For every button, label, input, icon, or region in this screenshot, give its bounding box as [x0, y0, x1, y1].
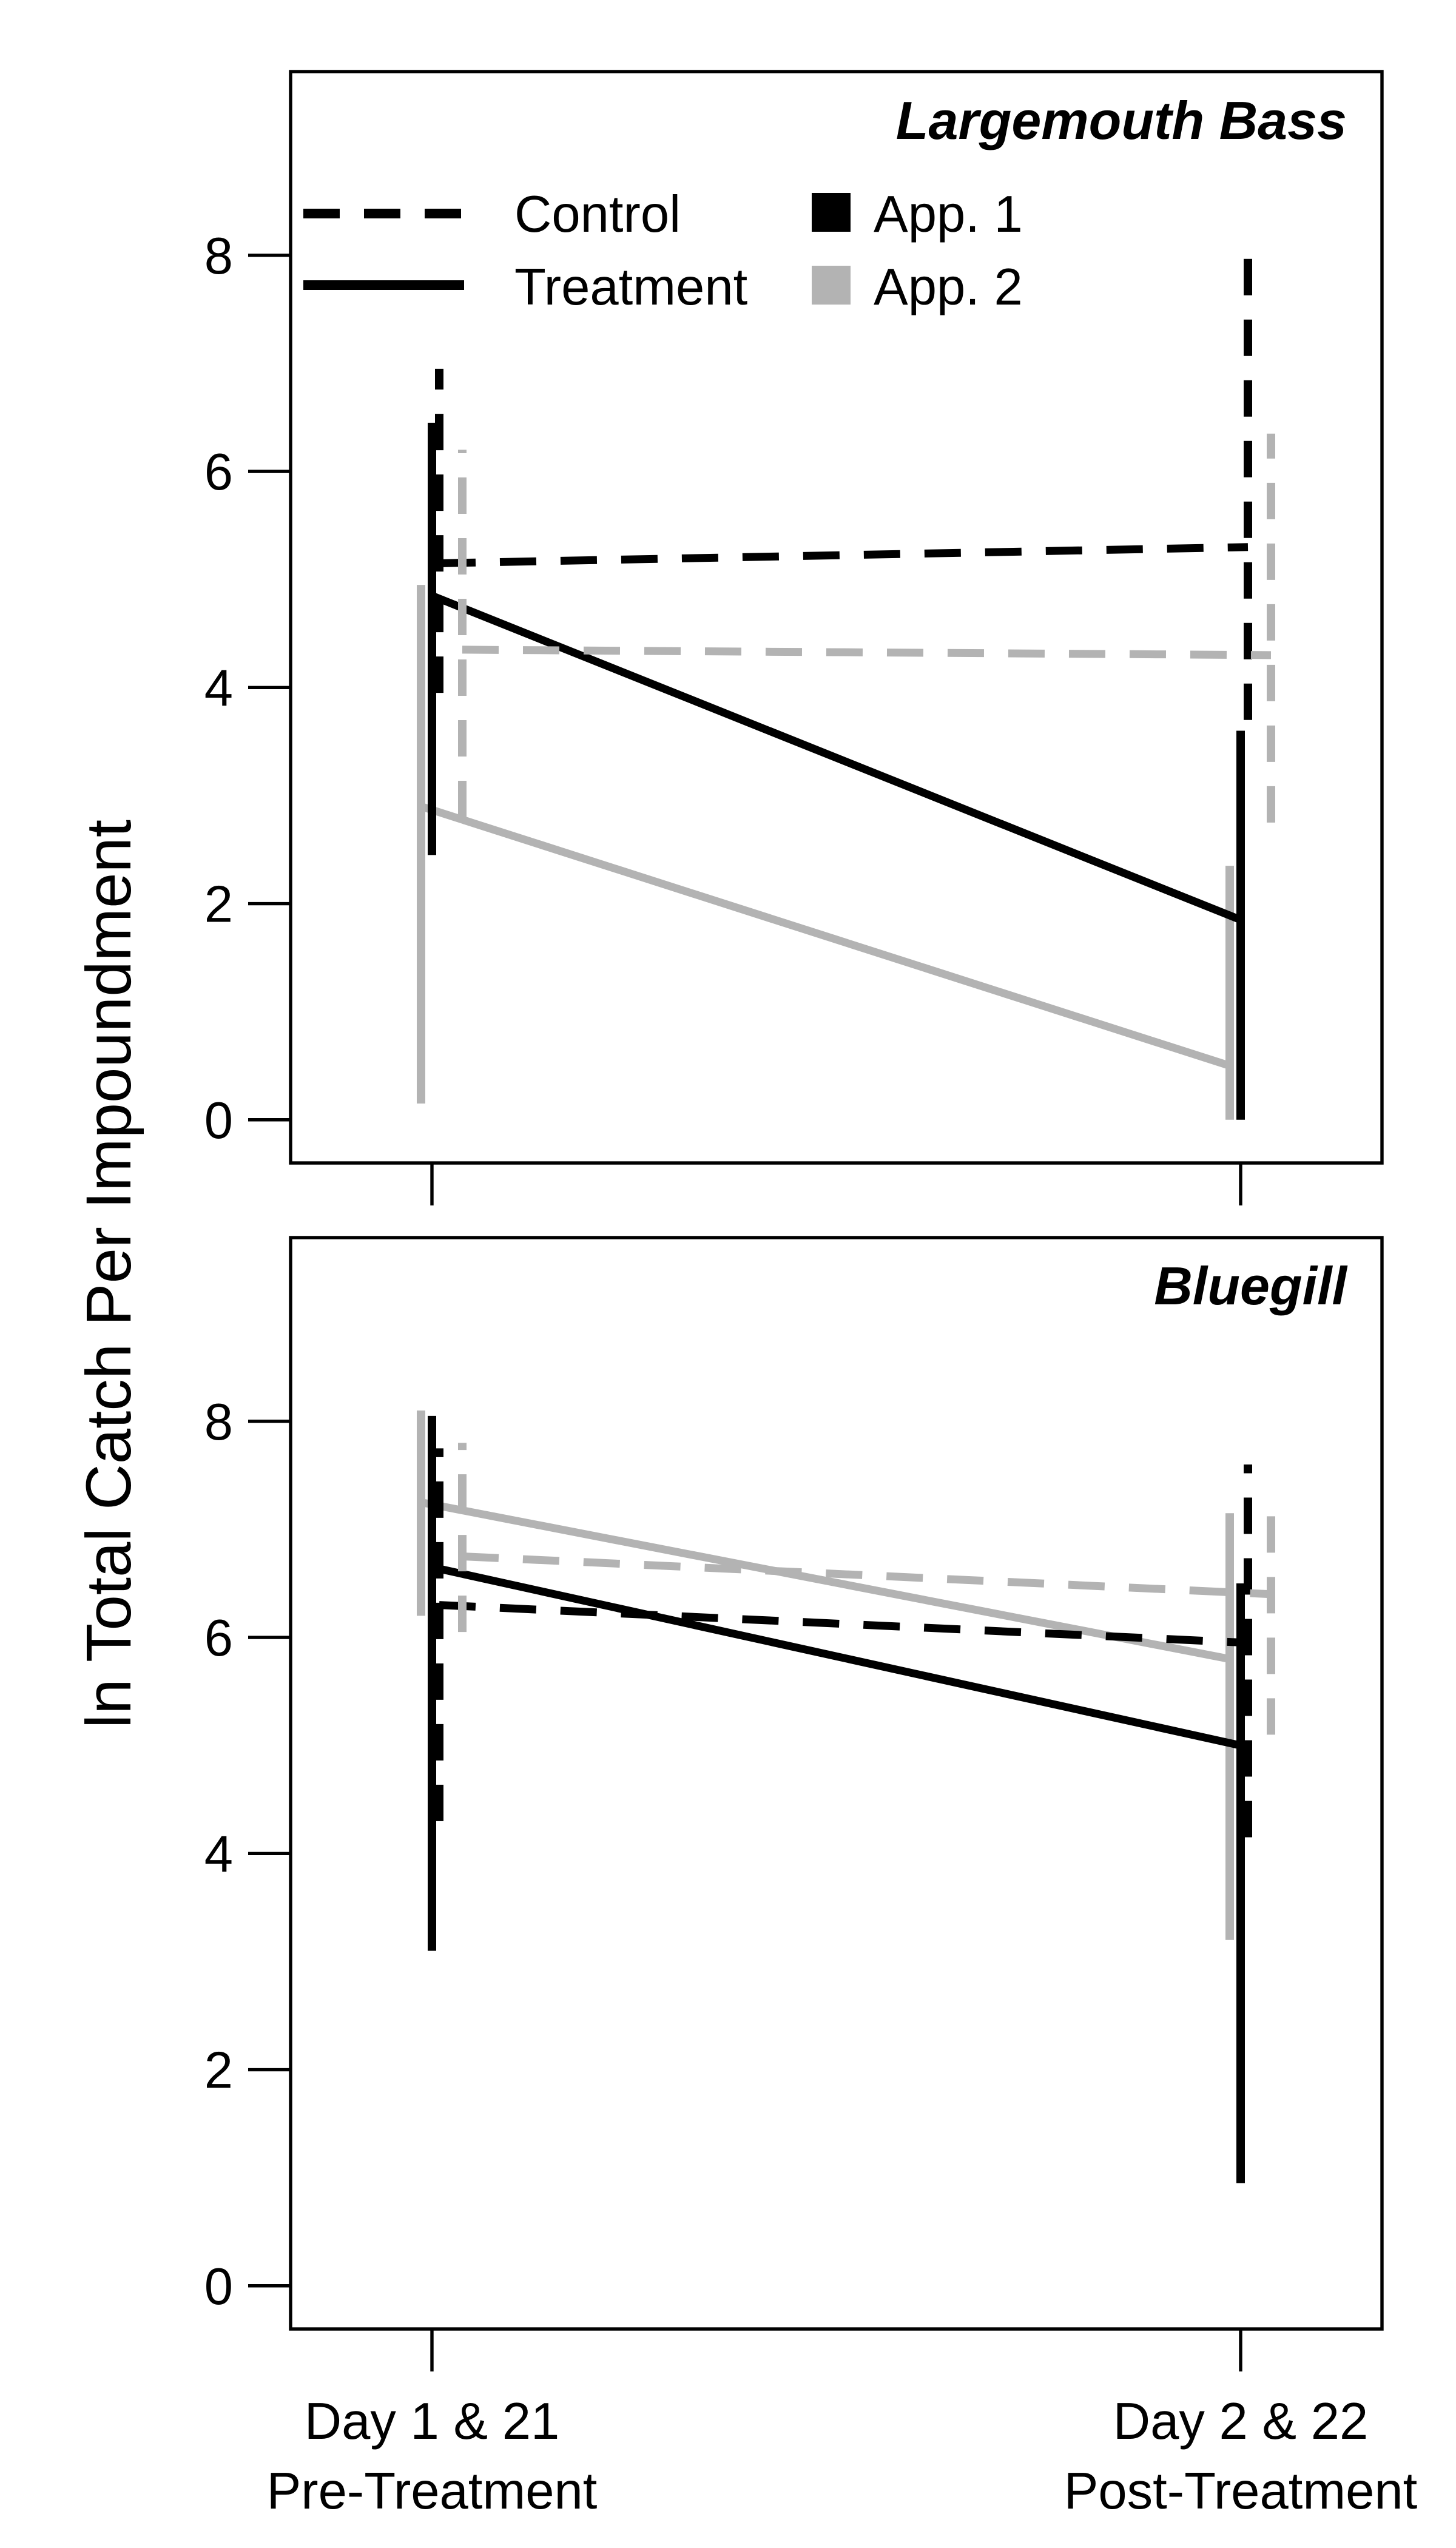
x-tick-label-day-2-22: Day 2 & 22	[1113, 2393, 1369, 2450]
legend-label-treatment: Treatment	[514, 258, 747, 316]
legend-label-control: Control	[514, 186, 681, 243]
y-tick-label-bluegill-0: 0	[204, 2258, 233, 2316]
series-line-largemouth-bass-control-app-1	[439, 543, 1249, 567]
legend-swatch-app-1	[812, 193, 851, 232]
legend: Control Treatment App. 1 App. 2	[303, 186, 1023, 316]
panel-bluegill: Bluegill 0 2 4 6 8	[204, 1236, 1384, 2371]
plot-frame-largemouth-bass	[289, 70, 1384, 1165]
x-tick-label-post-treatment: Post-Treatment	[1064, 2462, 1418, 2520]
y-tick-label-largemouth-bass-2: 2	[204, 876, 233, 934]
series-line-bluegill-treatment-app-2	[420, 1498, 1231, 1663]
x-axis-category-labels: Day 1 & 21 Pre-Treatment Day 2 & 22 Post…	[267, 2393, 1418, 2520]
panel-title-largemouth-bass: Largemouth Bass	[896, 90, 1347, 150]
legend-label-app-2: App. 2	[874, 258, 1023, 316]
y-tick-label-bluegill-6: 6	[204, 1609, 233, 1667]
series-line-largemouth-bass-treatment-app-2	[420, 803, 1231, 1070]
series-line-bluegill-control-app-2	[462, 1552, 1272, 1599]
y-tick-label-largemouth-bass-6: 6	[204, 443, 233, 501]
panel-title-bluegill: Bluegill	[1154, 1256, 1347, 1316]
series-line-largemouth-bass-treatment-app-1	[430, 592, 1242, 924]
series-line-bluegill-control-app-1	[439, 1601, 1249, 1647]
x-tick-label-day-1-21: Day 1 & 21	[305, 2393, 560, 2450]
legend-swatch-app-2	[812, 266, 851, 305]
y-tick-label-bluegill-4: 4	[204, 1825, 233, 1883]
legend-label-app-1: App. 1	[874, 186, 1023, 243]
panel-largemouth-bass: Largemouth Bass 0 2 4 6 8	[204, 70, 1384, 1205]
y-tick-label-largemouth-bass-8: 8	[204, 228, 233, 285]
y-tick-label-bluegill-8: 8	[204, 1394, 233, 1451]
y-axis-label: ln Total Catch Per Impoundment	[73, 820, 144, 1728]
y-tick-label-largemouth-bass-0: 0	[204, 1092, 233, 1150]
series-line-bluegill-treatment-app-1	[431, 1563, 1242, 1750]
y-tick-label-bluegill-2: 2	[204, 2042, 233, 2100]
y-tick-label-largemouth-bass-4: 4	[204, 659, 233, 717]
plot-frame-bluegill	[289, 1236, 1384, 2331]
x-tick-label-pre-treatment: Pre-Treatment	[267, 2462, 598, 2520]
series-line-largemouth-bass-control-app-2	[462, 645, 1272, 659]
